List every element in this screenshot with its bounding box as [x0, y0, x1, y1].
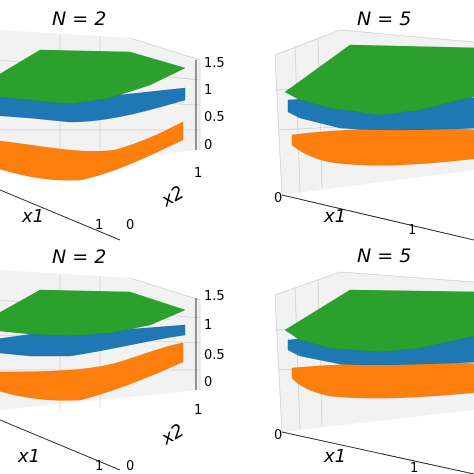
z-tick-label: 1 — [204, 318, 212, 333]
panel-title: N = 2 — [52, 246, 106, 268]
surface-green — [284, 44, 474, 116]
y-axis-label: x2 — [157, 420, 188, 450]
surface-blue — [0, 87, 186, 123]
z-tick-label: 1.5 — [204, 56, 225, 71]
x-tick-label: 1 — [410, 461, 418, 474]
panel-top-left: 1.5 1 0.5 0 N = 2 x1 1 0 1 x2 — [0, 8, 225, 241]
x-tick-label: 1 — [408, 223, 416, 238]
x-tick-label: 1 — [95, 218, 103, 233]
z-axis: 1.5 1 0.5 0 — [195, 56, 225, 153]
x-tick-label: 0 — [274, 428, 282, 443]
z-tick-label: 0.5 — [204, 348, 225, 363]
panel-bottom-left: 1.5 1 0.5 0 N = 2 x1 1 0 1 x2 — [0, 246, 225, 474]
y-tick-label: 0 — [126, 218, 134, 233]
surface-orange — [291, 127, 474, 166]
y-tick-label: 0 — [126, 459, 134, 474]
surface-green — [0, 49, 186, 105]
x-axis-label: x1 — [323, 446, 346, 467]
panel-bottom-right: N = 5 0 x1 1 — [274, 245, 474, 474]
panel-top-right: N = 5 0 x1 1 — [274, 8, 474, 241]
x-tick-label: 0 — [274, 191, 282, 206]
surface-green — [284, 289, 474, 353]
panel-title: N = 5 — [357, 245, 411, 267]
z-tick-label: 1 — [204, 83, 212, 98]
panel-title: N = 2 — [52, 8, 106, 30]
z-tick-label: 0.5 — [204, 110, 225, 125]
y-tick-label: 1 — [194, 403, 202, 418]
z-tick-label: 1.5 — [204, 289, 225, 304]
panel-title: N = 5 — [357, 8, 411, 30]
x-tick-label: 1 — [95, 459, 103, 474]
x-axis-label: x1 — [17, 446, 40, 467]
surface-green — [0, 289, 186, 337]
x-axis-label: x1 — [21, 206, 44, 227]
y-axis-label: x2 — [157, 182, 188, 212]
y-tick-label: 1 — [194, 166, 202, 181]
x-axis-label: x1 — [323, 206, 346, 227]
z-axis: 1.5 1 0.5 0 — [195, 289, 225, 390]
surface-orange — [0, 342, 184, 401]
surface-orange — [0, 121, 184, 181]
surface-orange — [291, 361, 474, 399]
z-tick-label: 0 — [204, 375, 212, 390]
z-tick-label: 0 — [204, 138, 212, 153]
